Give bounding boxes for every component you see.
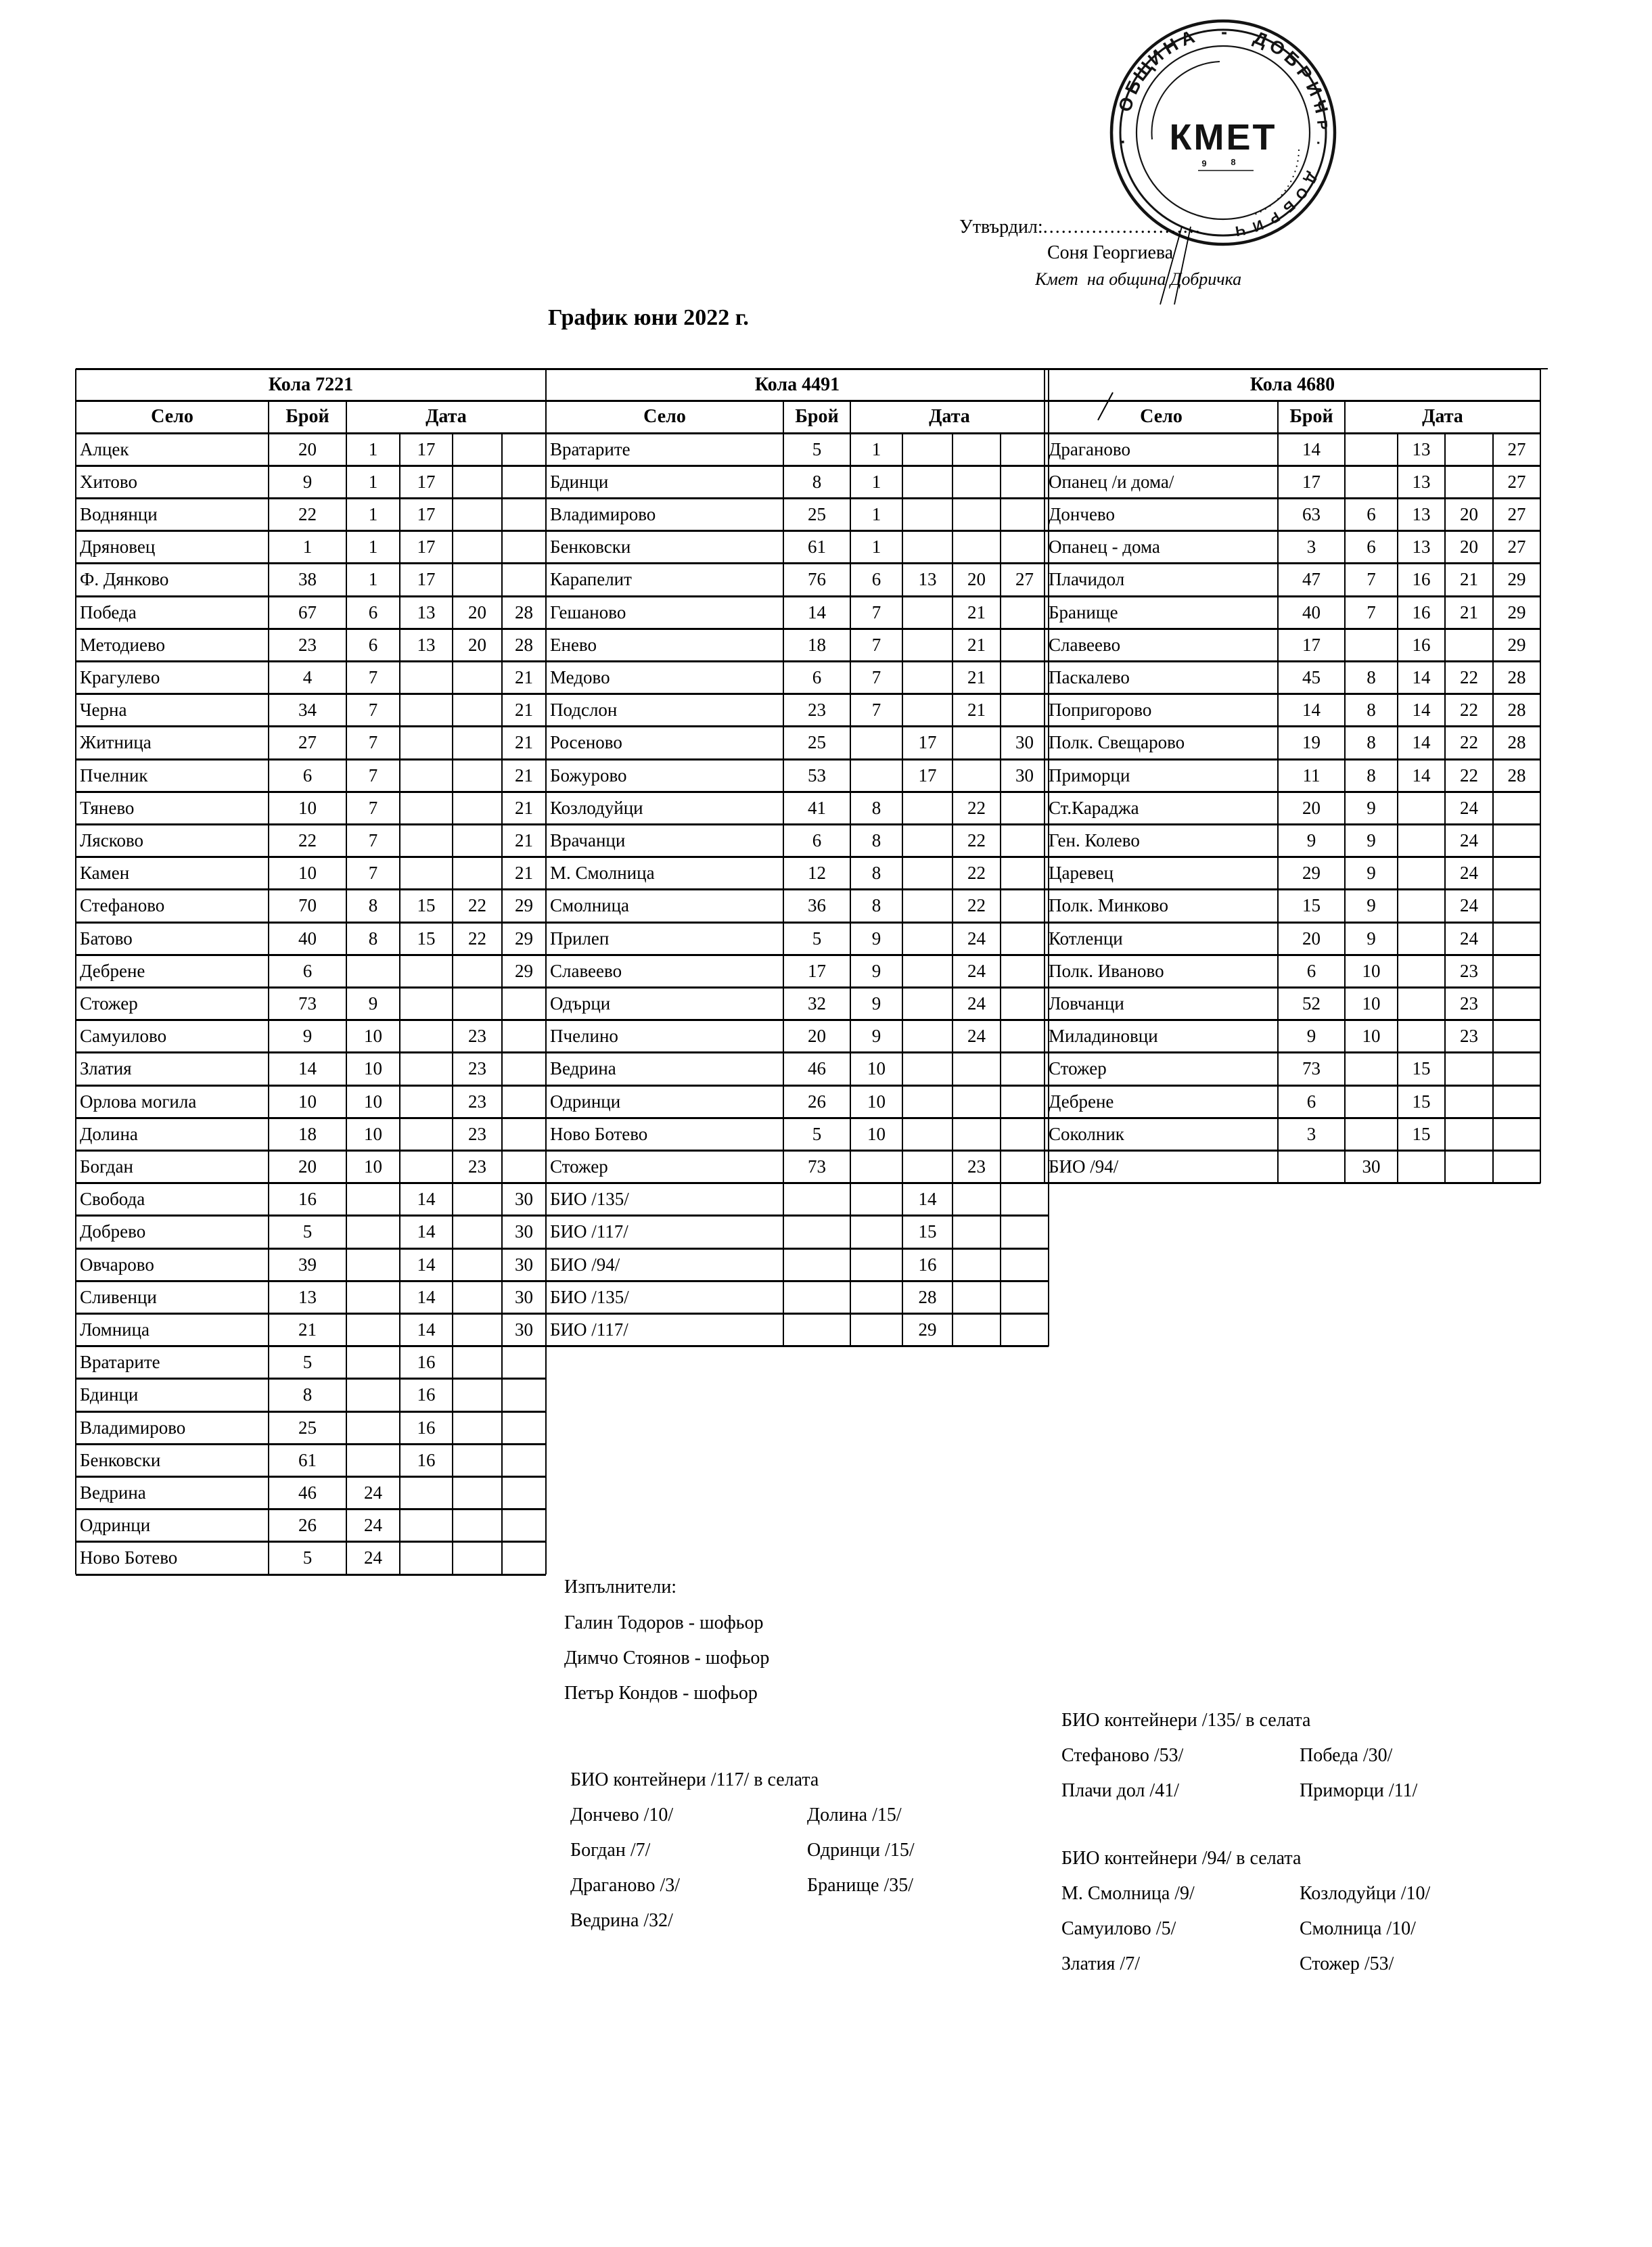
svg-text:·: · xyxy=(1112,137,1133,145)
svg-text:Ч: Ч xyxy=(1234,222,1247,239)
svg-text:.: . xyxy=(1314,140,1329,145)
svg-text:КМЕТ: КМЕТ xyxy=(1170,117,1277,158)
svg-text:8: 8 xyxy=(1231,157,1235,167)
svg-text:А: А xyxy=(1178,26,1197,50)
svg-text:О: О xyxy=(1292,184,1311,202)
svg-text:-: - xyxy=(1221,22,1227,42)
svg-text:9: 9 xyxy=(1201,158,1206,168)
svg-text:И: И xyxy=(1302,78,1326,99)
svg-text:Р: Р xyxy=(1314,120,1330,131)
svg-text:Б: Б xyxy=(1280,198,1298,216)
svg-text:Д: Д xyxy=(1251,27,1270,51)
svg-text:О: О xyxy=(1115,95,1139,114)
